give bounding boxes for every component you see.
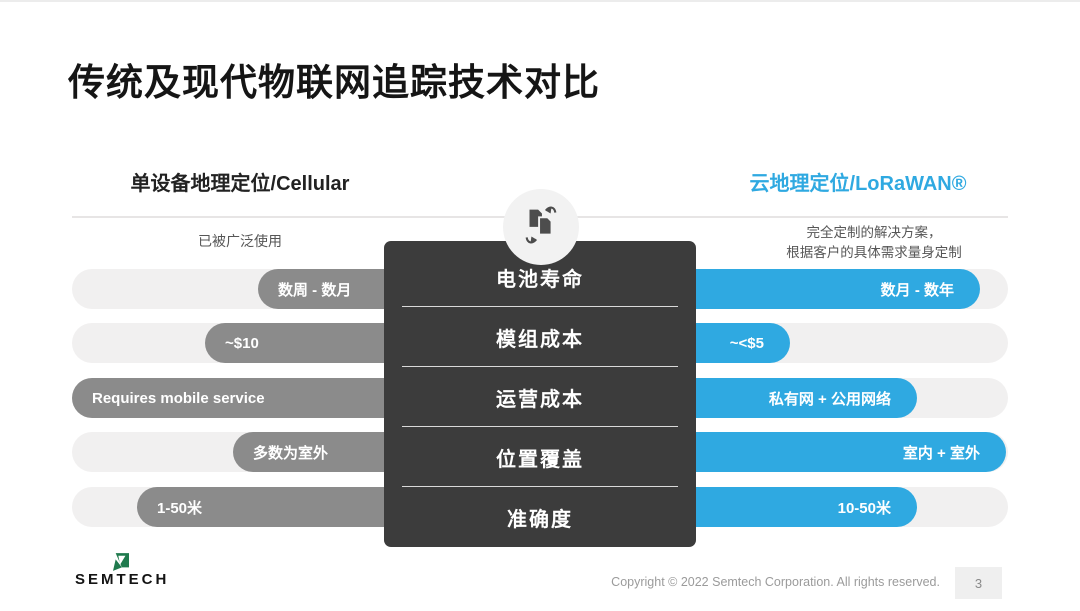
semtech-logo-text: SEMTECH <box>75 571 170 588</box>
bar-label: 1-50米 <box>157 499 203 517</box>
bar-label: 私有网 + 公用网络 <box>768 390 891 408</box>
center-icon-circle <box>503 189 579 265</box>
right-column-header: 云地理定位/LoRaWAN® <box>749 173 967 195</box>
bar-label: 10-50米 <box>837 499 891 517</box>
metric-row: 准确度 <box>384 487 696 547</box>
metric-row: 位置覆盖 <box>384 427 696 487</box>
right-subtitle-line1: 完全定制的解决方案， <box>806 225 942 240</box>
bar-label: Requires mobile service <box>92 389 265 407</box>
bar-label: ~$10 <box>225 334 259 352</box>
metric-panel: 电池寿命 模组成本 运营成本 位置覆盖 准确度 <box>384 241 696 547</box>
metric-row: 运营成本 <box>384 367 696 427</box>
bar-label: 室内 + 室外 <box>902 444 980 462</box>
metric-row: 模组成本 <box>384 307 696 367</box>
bar-label: 数月 - 数年 <box>880 281 954 299</box>
metric-label-module-cost: 模组成本 <box>496 328 584 351</box>
slide-title: 传统及现代物联网追踪技术对比 <box>68 62 600 103</box>
document-transfer-icon <box>518 202 564 253</box>
metric-label-battery-life: 电池寿命 <box>496 268 584 291</box>
metric-label-accuracy: 准确度 <box>507 508 573 531</box>
left-column-subtitle: 已被广泛使用 <box>198 233 282 249</box>
metric-label-operating-cost: 运营成本 <box>496 388 584 411</box>
right-column-subtitle: 完全定制的解决方案， 根据客户的具体需求量身定制 <box>724 223 1024 263</box>
left-column-header: 单设备地理定位/Cellular <box>130 173 350 195</box>
bar-label: 多数为室外 <box>253 444 329 462</box>
bar-label: ~<$5 <box>729 334 764 352</box>
metric-label-coverage: 位置覆盖 <box>496 448 584 471</box>
bar-label: 数周 - 数月 <box>278 281 352 299</box>
copyright-text: Copyright © 2022 Semtech Corporation. Al… <box>611 575 940 589</box>
semtech-green-mark-icon <box>113 553 129 576</box>
metric-row: 电池寿命 <box>384 247 696 307</box>
right-subtitle-line2: 根据客户的具体需求量身定制 <box>786 245 962 260</box>
page-number-badge: 3 <box>955 567 1002 599</box>
